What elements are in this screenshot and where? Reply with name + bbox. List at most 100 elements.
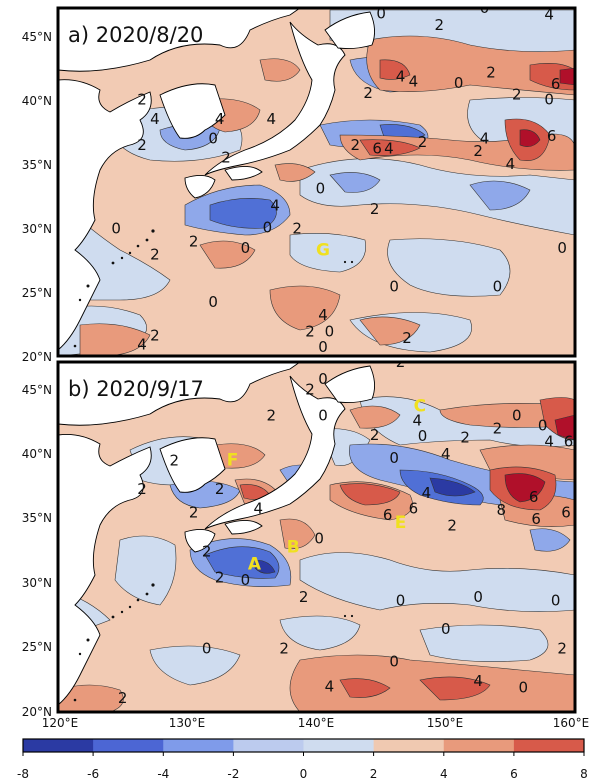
contour-label: 6	[409, 500, 419, 518]
contour-label: 0	[480, 0, 490, 17]
contour-label: 4	[137, 336, 147, 354]
colorbar-tick-label: 0	[300, 767, 308, 781]
contour-label: 0	[263, 218, 273, 236]
colorbar-tick-label: 4	[440, 767, 448, 781]
panel-b-frame	[56, 360, 577, 714]
contour-label: 6	[529, 488, 539, 506]
contour-label: 0	[512, 406, 522, 424]
contour-label: 2	[370, 426, 380, 444]
contour-label: 2	[215, 568, 225, 586]
contour-label: 0	[314, 530, 324, 548]
lat-tick: 40°N	[22, 94, 52, 108]
colorbar-tick-label: -2	[227, 767, 239, 781]
colorbar-tick-label: 8	[580, 767, 588, 781]
contour-label: 4	[506, 155, 516, 173]
contour-label: 2	[396, 353, 406, 371]
lat-tick: 40°N	[22, 447, 52, 461]
contour-label: 2	[118, 689, 128, 707]
region-label-a: A	[248, 554, 262, 574]
panel-a: 2004244202620244402226424246040220220000…	[22, 0, 577, 364]
contour-label: 0	[473, 588, 483, 606]
colorbar-segment	[373, 739, 445, 752]
contour-label: 0	[389, 278, 399, 296]
contour-label: 2	[137, 480, 147, 498]
contour-label: 6	[383, 506, 393, 524]
contour-label: 6	[564, 432, 574, 450]
contour-label: 0	[316, 180, 326, 198]
contour-label: 2	[150, 245, 160, 263]
contour-label: 2	[137, 91, 147, 109]
contour-label: 0	[208, 293, 218, 311]
colorbar-segment	[93, 739, 164, 752]
contour-label: 0	[318, 338, 328, 356]
contour-label: 4	[396, 68, 406, 86]
region-label-b: B	[287, 538, 300, 558]
contour-label: 2	[189, 232, 199, 250]
contour-label: 2	[215, 480, 225, 498]
contour-label: 0	[538, 417, 548, 435]
contour-label: 4	[267, 110, 277, 128]
contour-label: 4	[441, 445, 451, 463]
contour-label: 0	[376, 4, 386, 22]
panel-a-frame	[56, 6, 577, 358]
contour-label: 0	[493, 278, 503, 296]
contour-label: 2	[447, 517, 457, 535]
panel-a-region-labels: G	[316, 241, 330, 261]
panel-b-land	[58, 362, 375, 706]
contour-label: 0	[396, 592, 406, 610]
colorbar-tick-label: -4	[157, 767, 169, 781]
colorbar-segment	[23, 739, 94, 752]
contour-label: 2	[402, 329, 412, 347]
contour-label: 2	[418, 133, 428, 151]
contour-label: 0	[551, 592, 561, 610]
lat-tick: 20°N	[22, 705, 52, 719]
contour-label: 4	[150, 110, 160, 128]
contour-label: 0	[519, 679, 529, 697]
lat-tick: 25°N	[22, 286, 52, 300]
region-label-f: F	[227, 451, 239, 471]
contour-label: 4	[409, 73, 419, 91]
panel-a-title: a) 2020/8/20	[68, 23, 203, 47]
contour-label: 2	[170, 452, 180, 470]
contour-label: 4	[422, 484, 432, 502]
contour-label: 4	[544, 432, 554, 450]
contour-label: 4	[413, 412, 423, 430]
contour-label: 0	[241, 239, 251, 257]
panel-b-islands	[73, 583, 354, 702]
contour-label: 6	[531, 510, 541, 528]
contour-label: 2	[221, 149, 231, 167]
panel-a-contour-labels: 2004244202620244402226424246040220220000…	[111, 0, 566, 356]
contour-label: 4	[384, 140, 394, 158]
lat-tick: 30°N	[22, 222, 52, 236]
lat-tick: 35°N	[22, 511, 52, 525]
contour-label: 2	[202, 542, 212, 560]
panel-b-lat-ticks: 45°N 40°N 35°N 30°N 25°N 20°N	[22, 383, 52, 719]
colorbar-tick-label: 6	[510, 767, 518, 781]
region-label-g: G	[316, 241, 330, 261]
contour-label: 4	[215, 110, 225, 128]
contour-label: 2	[279, 640, 289, 658]
lon-tick: 130°E	[169, 716, 206, 730]
contour-label: 0	[111, 220, 121, 238]
colorbar-segment	[513, 739, 585, 752]
contour-label: 2	[557, 640, 567, 658]
contour-label: 0	[241, 571, 251, 589]
contour-label: 2	[292, 220, 302, 238]
lat-tick: 45°N	[22, 30, 52, 44]
contour-label: 6	[372, 140, 382, 158]
colorbar-tick-label: 2	[370, 767, 378, 781]
contour-label: 2	[189, 504, 199, 522]
lat-tick: 30°N	[22, 576, 52, 590]
contour-label: 4	[325, 677, 335, 695]
contour-label: 2	[305, 380, 315, 398]
colorbar-segment	[443, 739, 515, 752]
lon-tick: 150°E	[427, 716, 464, 730]
panel-b-anomaly-field	[58, 396, 575, 712]
contour-label: 2	[473, 142, 483, 160]
lon-tick: 140°E	[298, 716, 335, 730]
lon-tick: 160°E	[553, 716, 590, 730]
lat-tick: 35°N	[22, 158, 52, 172]
colorbar: -8 -6 -4 -2 0 2 4 6 8	[17, 738, 588, 781]
contour-label: 0	[208, 129, 218, 147]
